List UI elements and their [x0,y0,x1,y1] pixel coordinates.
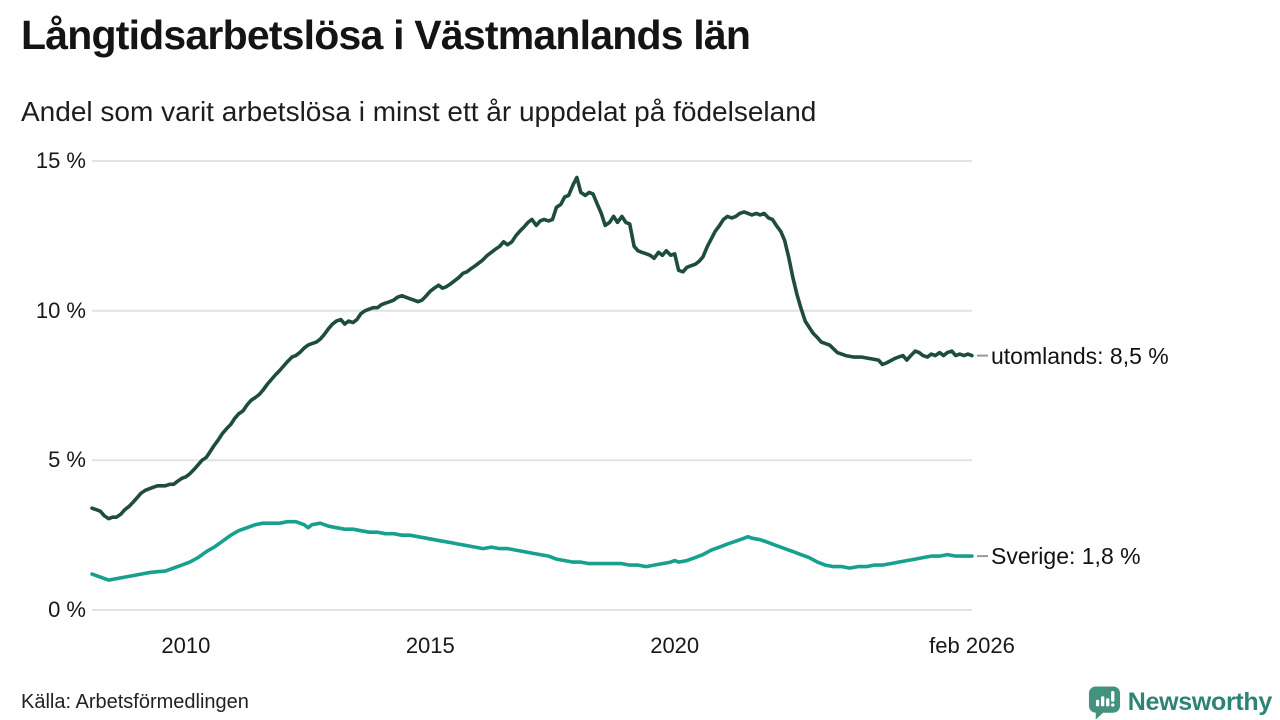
brand-name: Newsworthy [1127,687,1273,716]
newsworthy-icon [1088,686,1120,720]
x-axis-tick-2010: 2010 [161,633,211,658]
y-axis-tick-15: 15 % [35,148,86,173]
source-note: Källa: Arbetsförmedlingen [21,691,249,713]
y-axis-tick-0: 0 % [48,597,86,622]
bar-chart-glyph [1095,691,1115,707]
x-axis-tick-2015: 2015 [405,633,455,658]
chart-subtitle: Andel som varit arbetslösa i minst ett å… [21,96,817,127]
series-label-sverige: Sverige: 1,8 % [991,543,1141,570]
brand-logo: Newsworthy [1087,684,1272,720]
x-axis-tick-2020: 2020 [650,633,700,658]
y-axis-tick-10: 10 % [35,297,86,323]
y-axis-tick-5: 5 % [48,447,86,473]
series-label-utomlands: utomlands: 8,5 % [991,342,1169,369]
page-title: Långtidsarbetslösa i Västmanlands län [21,12,751,58]
x-axis-tick-feb-2026: feb 2026 [929,633,1015,658]
speech-bubble-shape [1088,686,1120,720]
